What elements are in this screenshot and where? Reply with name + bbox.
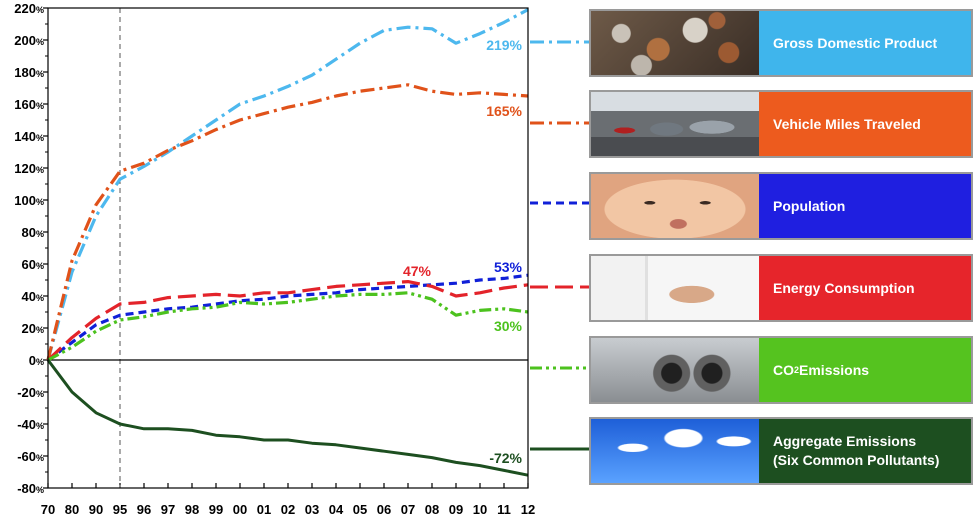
y-tick-label: 60% (22, 257, 44, 272)
x-tick-label: 97 (161, 502, 175, 517)
legend-panel-aggregate: Aggregate Emissions (Six Common Pollutan… (589, 417, 973, 485)
legend-panel-gdp: Gross Domestic Product (589, 9, 973, 77)
y-tick-label: 140% (14, 129, 44, 144)
x-tick-label: 05 (353, 502, 367, 517)
y-tick-label: 200% (14, 33, 44, 48)
y-tick-label: -80% (17, 481, 44, 496)
end-label-population: 53% (494, 259, 523, 275)
y-tick-label: 220% (14, 1, 44, 16)
plot-frame (47, 7, 529, 489)
series-lines (46, 8, 529, 477)
x-tick-label: 02 (281, 502, 295, 517)
legend-panel-co2: CO 2 Emissions (589, 336, 973, 404)
y-tick-label: 180% (14, 65, 44, 80)
plug-photo-icon (591, 256, 759, 320)
exhaust-photo-icon (591, 338, 759, 402)
x-tick-label: 80 (65, 502, 79, 517)
series-line-gdp (46, 8, 529, 361)
x-tick-label: 08 (425, 502, 439, 517)
legend-connector-lines (530, 40, 589, 451)
legend-label-co2: CO 2 Emissions (759, 338, 971, 402)
x-tick-label: 70 (41, 502, 55, 517)
x-tick-label: 12 (521, 502, 535, 517)
series-line-aggregate (46, 359, 529, 477)
legend-label-energy: Energy Consumption (773, 279, 915, 296)
legend-panel-vmt: Vehicle Miles Traveled (589, 90, 973, 158)
y-tick-label: 0% (29, 353, 44, 368)
x-tick-label: 98 (185, 502, 199, 517)
end-label-aggregate: -72% (489, 450, 522, 466)
x-tick-label: 10 (473, 502, 487, 517)
y-tick-label: 100% (14, 193, 44, 208)
traffic-photo-icon (591, 92, 759, 156)
y-tick-label: 20% (22, 321, 44, 336)
x-tick-label: 03 (305, 502, 319, 517)
series-line-co2 (47, 291, 529, 362)
y-tick-label: -60% (17, 449, 44, 464)
legend-label-aggregate: Aggregate Emissions (Six Common Pollutan… (773, 433, 940, 468)
end-label-gdp: 219% (486, 37, 522, 53)
legend-label-gdp: Gross Domestic Product (773, 34, 938, 51)
x-axis: 70 80 90 95 96 97 98 99 00 01 02 03 04 05 06 07 08 09 10 11… (41, 483, 535, 517)
series-line-vmt (46, 83, 529, 361)
x-tick-label: 95 (113, 502, 127, 517)
x-tick-label: 11 (497, 502, 511, 517)
y-tick-label: 80% (22, 225, 44, 240)
coins-photo-icon (591, 11, 759, 75)
y-tick-label: 120% (14, 161, 44, 176)
y-tick-label: 160% (14, 97, 44, 112)
co2-emissions-text: Emissions (799, 361, 870, 378)
x-tick-label: 90 (89, 502, 103, 517)
series-line-energy (46, 280, 529, 362)
legend-label-population: Population (773, 197, 846, 214)
series-end-labels: 219% 165% 53% 47% 30% -72% (403, 37, 523, 466)
end-label-co2: 30% (494, 318, 523, 334)
x-tick-label: 06 (377, 502, 391, 517)
x-tick-label: 01 (257, 502, 271, 517)
series-line-population (47, 273, 529, 362)
smokestacks-photo-icon (591, 419, 759, 483)
end-label-vmt: 165% (486, 103, 522, 119)
x-tick-label: 00 (233, 502, 247, 517)
x-tick-label: 99 (209, 502, 223, 517)
y-tick-label: -20% (17, 385, 44, 400)
x-tick-label: 07 (401, 502, 415, 517)
x-tick-label: 04 (329, 502, 344, 517)
baby-photo-icon (591, 174, 759, 238)
y-axis: 220% 200% 180% 160% 140% 120% 100% 80% 60% 40% 20%… (14, 1, 48, 496)
co2-text: CO (773, 361, 794, 378)
y-tick-label: -40% (17, 417, 44, 432)
x-tick-label: 96 (137, 502, 151, 517)
legend-panel-population: Population (589, 172, 973, 240)
co2-subscript: 2 (794, 364, 800, 375)
legend-panel-energy: Energy Consumption (589, 254, 973, 322)
legend-label-vmt: Vehicle Miles Traveled (773, 115, 921, 132)
x-tick-label: 09 (449, 502, 463, 517)
y-tick-label: 40% (22, 289, 44, 304)
end-label-energy: 47% (403, 263, 432, 279)
